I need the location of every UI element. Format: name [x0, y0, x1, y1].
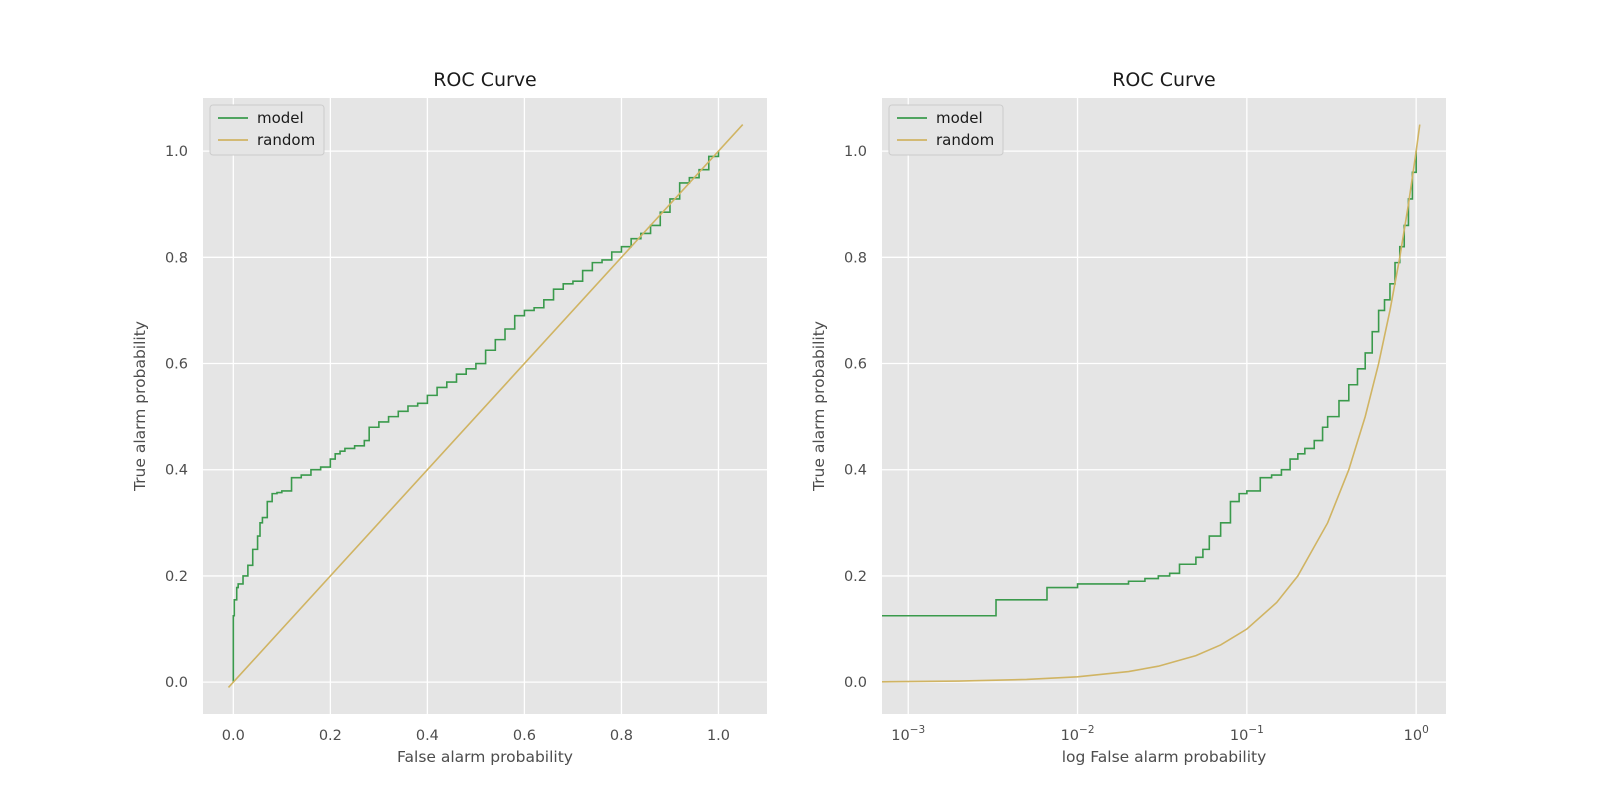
y-tick-label: 0.6	[844, 357, 867, 373]
series-line-random	[882, 124, 1421, 683]
roc-panel-linear: 0.0 0.2 0.4 0.6 0.8 1.0 0.0 0.2 0.4 0.6 0.8 1.0 Fals…	[131, 69, 767, 766]
legend-label-model: model	[257, 109, 304, 127]
x-tick-label: 100	[1404, 724, 1429, 744]
y-tick-label: 1.0	[844, 144, 867, 160]
legend: model random	[209, 104, 325, 156]
legend-label-model: model	[936, 109, 983, 127]
legend-label-random: random	[257, 131, 315, 149]
series-group	[882, 124, 1421, 683]
x-tick-label: 10−3	[891, 724, 925, 744]
y-axis-label: True alarm probability	[131, 321, 149, 492]
x-tick-label: 0.4	[416, 728, 439, 744]
y-axis-label: True alarm probability	[810, 321, 828, 492]
x-tick-label: 0.6	[513, 728, 536, 744]
y-tick-label: 0.4	[844, 463, 867, 479]
x-tick-label: 10−1	[1230, 724, 1264, 744]
x-tick-label: 0.8	[610, 728, 633, 744]
plot-area	[882, 98, 1446, 714]
x-tick-exponent: −1	[1248, 724, 1263, 736]
x-tick-label: 10−2	[1061, 724, 1095, 744]
x-axis-label: log False alarm probability	[1062, 748, 1267, 766]
legend: model random	[888, 104, 1004, 156]
roc-panel-log: 10−3 10−2 10−1 100 0.0 0.2 0.4 0.6 0.8 1.0 log Fal…	[810, 69, 1446, 766]
y-tick-label: 0.0	[165, 675, 188, 691]
x-tick-label: 0.2	[319, 728, 342, 744]
y-tick-label: 0.2	[165, 569, 188, 585]
x-tick-exponent: −2	[1079, 724, 1094, 736]
y-tick-label: 0.0	[844, 675, 867, 691]
series-line-model	[232, 151, 720, 683]
x-tick-exponent: 0	[1422, 724, 1429, 736]
y-tick-label: 0.8	[165, 250, 188, 266]
x-axis-label: False alarm probability	[397, 748, 573, 766]
series-group	[227, 124, 744, 688]
x-tick-label: 0.0	[222, 728, 245, 744]
y-tick-label: 0.8	[844, 250, 867, 266]
series-line-model	[882, 151, 1417, 617]
y-tick-label: 1.0	[165, 144, 188, 160]
x-tick-label: 1.0	[707, 728, 730, 744]
legend-label-random: random	[936, 131, 994, 149]
x-tick-exponent: −3	[910, 724, 925, 736]
series-line-random	[227, 124, 744, 688]
chart-title: ROC Curve	[1112, 69, 1216, 91]
chart-title: ROC Curve	[433, 69, 537, 91]
y-tick-label: 0.2	[844, 569, 867, 585]
y-tick-label: 0.4	[165, 463, 188, 479]
y-tick-label: 0.6	[165, 357, 188, 373]
gridlines	[882, 98, 1446, 714]
